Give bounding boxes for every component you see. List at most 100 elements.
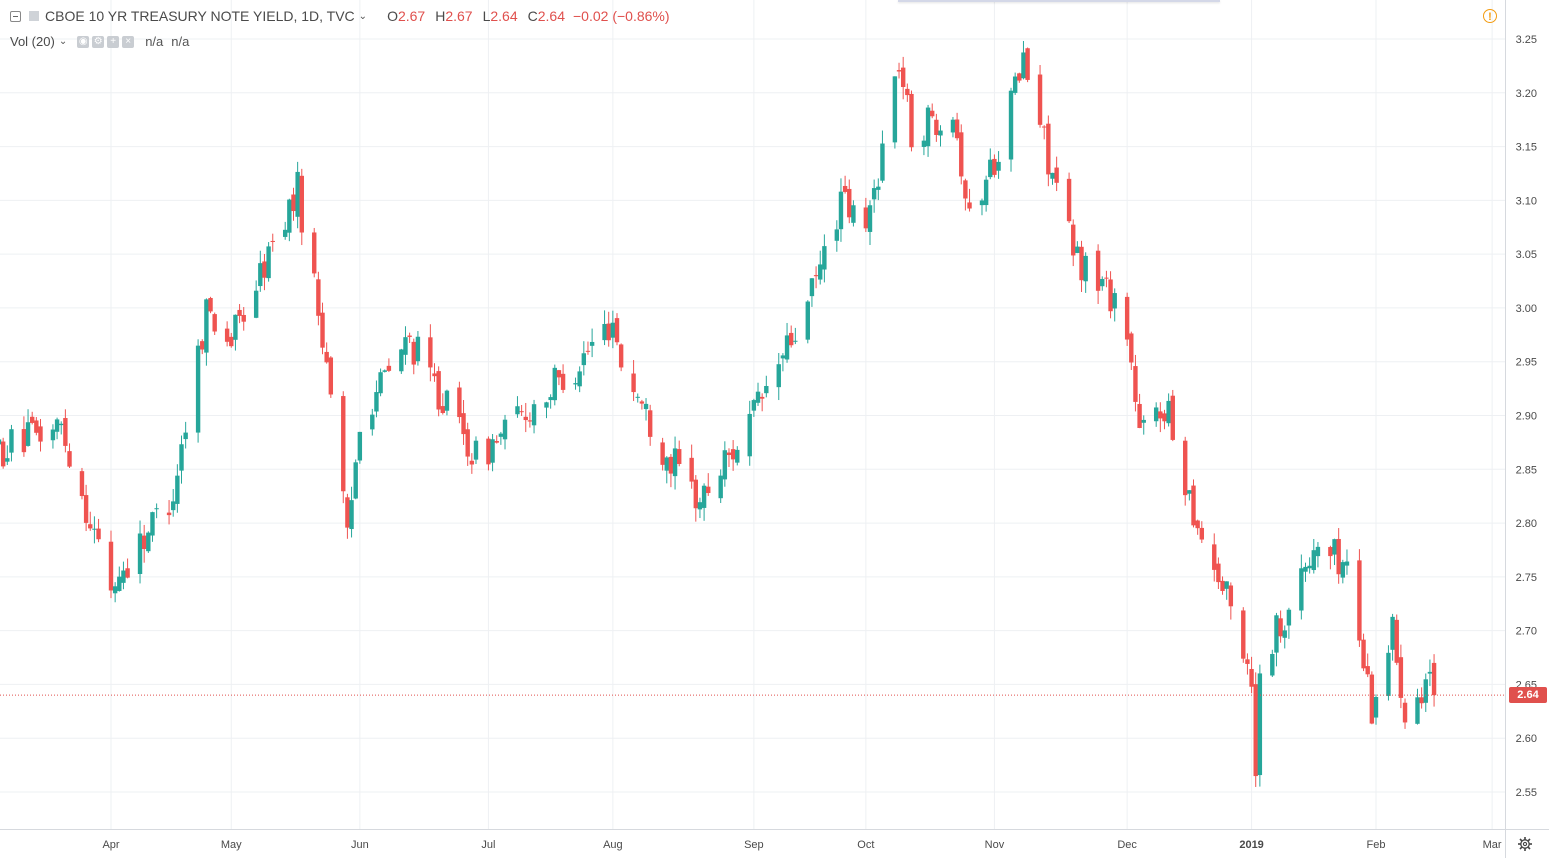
candle-body (29, 416, 35, 423)
candle-body (5, 458, 10, 462)
x-tick-label: Mar (1483, 839, 1502, 851)
settings-icon[interactable]: ⚙ (92, 35, 105, 48)
x-tick-label: 2019 (1239, 839, 1263, 851)
candle-body (871, 188, 877, 200)
candle-body (224, 328, 230, 342)
candle-body (1423, 679, 1428, 703)
candle-body (1083, 255, 1088, 282)
y-tick-label: 2.80 (1516, 518, 1537, 530)
candle-body (1278, 618, 1283, 637)
candle-body (1228, 585, 1234, 607)
candle-body (1249, 668, 1254, 687)
candle-body (660, 442, 665, 465)
chevron-down-icon[interactable]: ⌄ (58, 36, 68, 47)
candle-body (788, 332, 794, 346)
high-value: 2.67 (445, 8, 473, 24)
candle-body (552, 367, 557, 401)
candle-body (0, 441, 6, 467)
candle-body (934, 119, 939, 135)
candle-body (602, 323, 607, 341)
candle-body (892, 76, 898, 143)
candle-body (299, 175, 304, 233)
candle-body (610, 322, 616, 338)
candle-body (382, 370, 387, 372)
candle-body (229, 336, 234, 347)
symbol-title[interactable]: CBOE 10 YR TREASURY NOTE YIELD, 1D, TVC (45, 8, 355, 24)
candle-body (983, 179, 989, 206)
candle-body (312, 232, 317, 274)
candle-body (370, 414, 375, 430)
visibility-eye-icon[interactable]: ◉ (77, 35, 90, 48)
candle-body (291, 194, 296, 212)
candle-body (925, 107, 931, 147)
candle-body (643, 403, 649, 410)
warning-icon[interactable]: ! (1483, 9, 1497, 23)
add-icon[interactable]: + (107, 35, 120, 48)
candle-body (780, 355, 786, 359)
y-tick-label: 3.00 (1516, 303, 1537, 315)
candle-body (341, 396, 346, 492)
candle-body (1299, 568, 1304, 611)
candle-body (1357, 560, 1362, 641)
candle-body (444, 390, 450, 411)
candle-body (282, 229, 288, 237)
candle-body (486, 438, 491, 465)
candle-body (1253, 684, 1258, 777)
y-tick-label: 2.95 (1516, 357, 1537, 369)
candle-body (751, 400, 757, 411)
candle-body (544, 402, 549, 408)
candle-body (345, 497, 350, 528)
candle-body (1095, 250, 1101, 291)
candle-body (1008, 90, 1014, 160)
candle-body (1108, 279, 1113, 312)
candle-body (988, 159, 993, 178)
candle-body (1241, 610, 1246, 659)
candle-body (1340, 562, 1346, 578)
settings-gear-icon[interactable] (1517, 836, 1533, 852)
candle-body (403, 337, 408, 355)
candle-body (1336, 538, 1341, 575)
y-tick-label: 3.05 (1516, 249, 1537, 261)
x-tick-label: Jul (481, 839, 495, 851)
y-tick-label: 2.75 (1516, 572, 1537, 584)
remove-icon[interactable]: × (122, 35, 135, 48)
candle-body (963, 180, 968, 199)
collapse-icon[interactable] (10, 10, 21, 22)
low-label: L (482, 8, 491, 24)
candle-body (440, 406, 446, 414)
candle-body (1141, 419, 1146, 423)
candle-body (411, 341, 416, 365)
candle-body (399, 349, 404, 372)
candle-body (1187, 490, 1192, 494)
close-label: C (527, 8, 538, 24)
candle-body (171, 501, 176, 511)
candle-body (747, 413, 752, 457)
candle-body (1415, 697, 1420, 724)
candle-body (0, 439, 2, 445)
candle-body (813, 275, 819, 277)
candle-body (266, 246, 271, 279)
candle-body (262, 261, 267, 278)
candle-body (241, 314, 246, 322)
candle-body (54, 419, 60, 432)
candle-body (809, 278, 815, 297)
candle-body (793, 340, 798, 342)
volume-legend: Vol (20) ⌄ ◉ ⚙ + × n/a n/a (10, 34, 189, 49)
last-price-label: 2.64 (1509, 687, 1547, 704)
volume-label[interactable]: Vol (20) (10, 34, 55, 49)
candle-body (776, 364, 781, 388)
candle-body (88, 524, 93, 529)
candle-body (1129, 333, 1134, 363)
chevron-down-icon[interactable]: ⌄ (358, 10, 368, 22)
candle-body (1054, 167, 1059, 183)
candle-body (701, 485, 707, 508)
candle-body (1066, 178, 1072, 222)
x-tick-label: Nov (985, 839, 1005, 851)
symbol-flag-icon (29, 11, 39, 21)
candle-body (1303, 566, 1308, 572)
candle-body (258, 263, 263, 287)
candle-body (473, 440, 479, 460)
candle-body (959, 132, 964, 177)
